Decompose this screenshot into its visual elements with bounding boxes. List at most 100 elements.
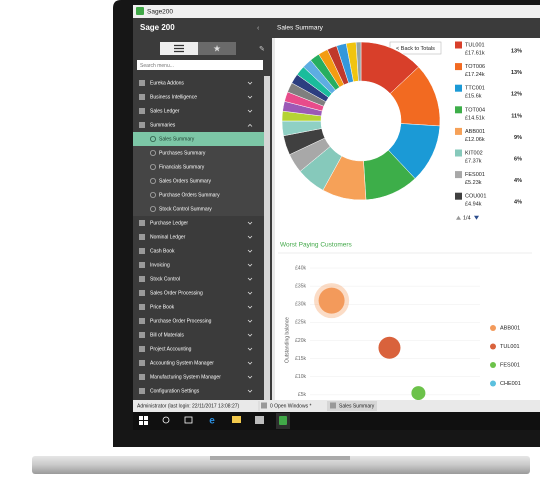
search-box[interactable]: [137, 60, 263, 70]
menu-item[interactable]: [133, 300, 264, 314]
search-placeholder: Search menu...: [140, 63, 174, 69]
edge-icon[interactable]: e: [209, 416, 215, 427]
list-icon: [174, 44, 184, 53]
menu-label: Price Book: [150, 304, 175, 310]
donut-slice[interactable]: [355, 41, 362, 82]
bubble[interactable]: [411, 386, 426, 400]
submenu-icon: [149, 135, 156, 142]
task-view-icon[interactable]: [184, 416, 193, 424]
bubble-legend-label: TUL001: [500, 344, 520, 350]
menu-item[interactable]: [133, 258, 264, 272]
chevron: [247, 277, 253, 281]
legend-amount: £4.94k: [465, 202, 482, 208]
submenu-item[interactable]: [133, 132, 264, 146]
legend-name: FES001: [465, 172, 485, 178]
menu-item[interactable]: [133, 384, 264, 398]
bubble-title: Worst Paying Customers: [280, 242, 353, 249]
submenu-label: Sales Summary: [159, 136, 195, 142]
menu-item[interactable]: [133, 216, 264, 230]
chevron: [247, 235, 253, 239]
chevron: [247, 333, 253, 337]
bubble[interactable]: [378, 336, 401, 359]
menu-label: Summaries: [150, 122, 176, 128]
pager-prev[interactable]: [456, 215, 461, 220]
y-tick-label: £30k: [295, 302, 306, 308]
submenu-icon: [149, 191, 156, 198]
windows-icon: [261, 402, 267, 409]
legend-amount: £5.23k: [465, 180, 482, 186]
legend-amount: £15.6k: [465, 94, 482, 100]
collapse-button[interactable]: ‹: [257, 25, 260, 32]
pager-next[interactable]: [474, 215, 479, 220]
submenu-item[interactable]: [133, 188, 264, 202]
submenu-item[interactable]: [133, 160, 264, 174]
menu-label: Business Intelligence: [150, 94, 197, 100]
y-axis-label: Outstanding balance: [284, 317, 290, 363]
submenu-item[interactable]: [133, 202, 264, 216]
menu-label: Sales Order Processing: [150, 290, 203, 296]
menu-item[interactable]: [133, 90, 264, 104]
menu-icon: [139, 332, 145, 338]
chevron: [247, 109, 253, 113]
submenu-item[interactable]: [133, 146, 264, 160]
tab-icon: [330, 402, 336, 409]
active-window-tab[interactable]: [327, 401, 377, 411]
legend-amount: £14.51k: [465, 115, 485, 121]
legend-name: TUL001: [465, 42, 485, 48]
submenu-item[interactable]: [133, 174, 264, 188]
legend-name: TOT004: [465, 107, 485, 113]
bubble[interactable]: [318, 287, 345, 314]
search-icon[interactable]: [162, 416, 170, 424]
menu-item[interactable]: [133, 76, 264, 90]
menu-item[interactable]: [133, 118, 264, 132]
menu-icon: [139, 234, 145, 240]
submenu-icon: [149, 177, 156, 184]
menu-label: Invoicing: [150, 262, 170, 268]
legend-percent: 6%: [514, 156, 522, 162]
sage-taskbar-icon: [279, 416, 287, 425]
legend-swatch: [455, 192, 462, 200]
menu-item[interactable]: [133, 230, 264, 244]
legend-percent: 4%: [514, 178, 522, 184]
menu-label: Eureka Addons: [150, 80, 184, 86]
chevron: [247, 305, 253, 309]
menu-item[interactable]: [133, 104, 264, 118]
app-taskbar-icon[interactable]: [255, 416, 264, 424]
menu-label: Purchase Order Processing: [150, 318, 212, 324]
menu-item[interactable]: [133, 314, 264, 328]
start-button[interactable]: [139, 416, 148, 425]
star-icon: ★: [213, 43, 221, 53]
submenu-icon: [149, 149, 156, 156]
menu-icon: [139, 220, 145, 226]
menu-item[interactable]: [133, 370, 264, 384]
y-tick-label: £25k: [295, 320, 306, 326]
menu-label: Accounting System Manager: [150, 360, 214, 366]
legend-swatch: [455, 171, 462, 179]
legend-amount: £17.24k: [465, 72, 485, 78]
menu-item[interactable]: [133, 328, 264, 342]
menu-item[interactable]: [133, 356, 264, 370]
menu-label: Stock Control: [150, 276, 180, 282]
menu-icon: [139, 248, 145, 254]
menu-item[interactable]: [133, 272, 264, 286]
bubble-legend-dot: [490, 343, 496, 350]
menu-label: Cash Book: [150, 248, 175, 254]
explorer-icon[interactable]: [232, 416, 241, 423]
menu-item[interactable]: [133, 244, 264, 258]
scrollbar[interactable]: [264, 76, 270, 400]
menu-icon: [139, 276, 145, 282]
status-active: Sales Summary: [339, 403, 375, 409]
legend-percent: 13%: [511, 70, 522, 76]
bubble-legend-dot: [490, 362, 496, 368]
menu-item[interactable]: [133, 286, 264, 300]
menu-icon: [139, 360, 145, 366]
menu-item[interactable]: [133, 342, 264, 356]
favourites-tab[interactable]: [198, 42, 236, 55]
status-user: Administrator (last login: 22/11/2017 13…: [137, 403, 240, 409]
legend-name: KIT002: [465, 150, 483, 156]
main-header: [272, 18, 540, 38]
menu-label: Sales Ledger: [150, 108, 180, 114]
legend-swatch: [455, 84, 462, 92]
edit-icon[interactable]: ✎: [259, 46, 265, 53]
y-tick-label: £10k: [295, 374, 306, 380]
